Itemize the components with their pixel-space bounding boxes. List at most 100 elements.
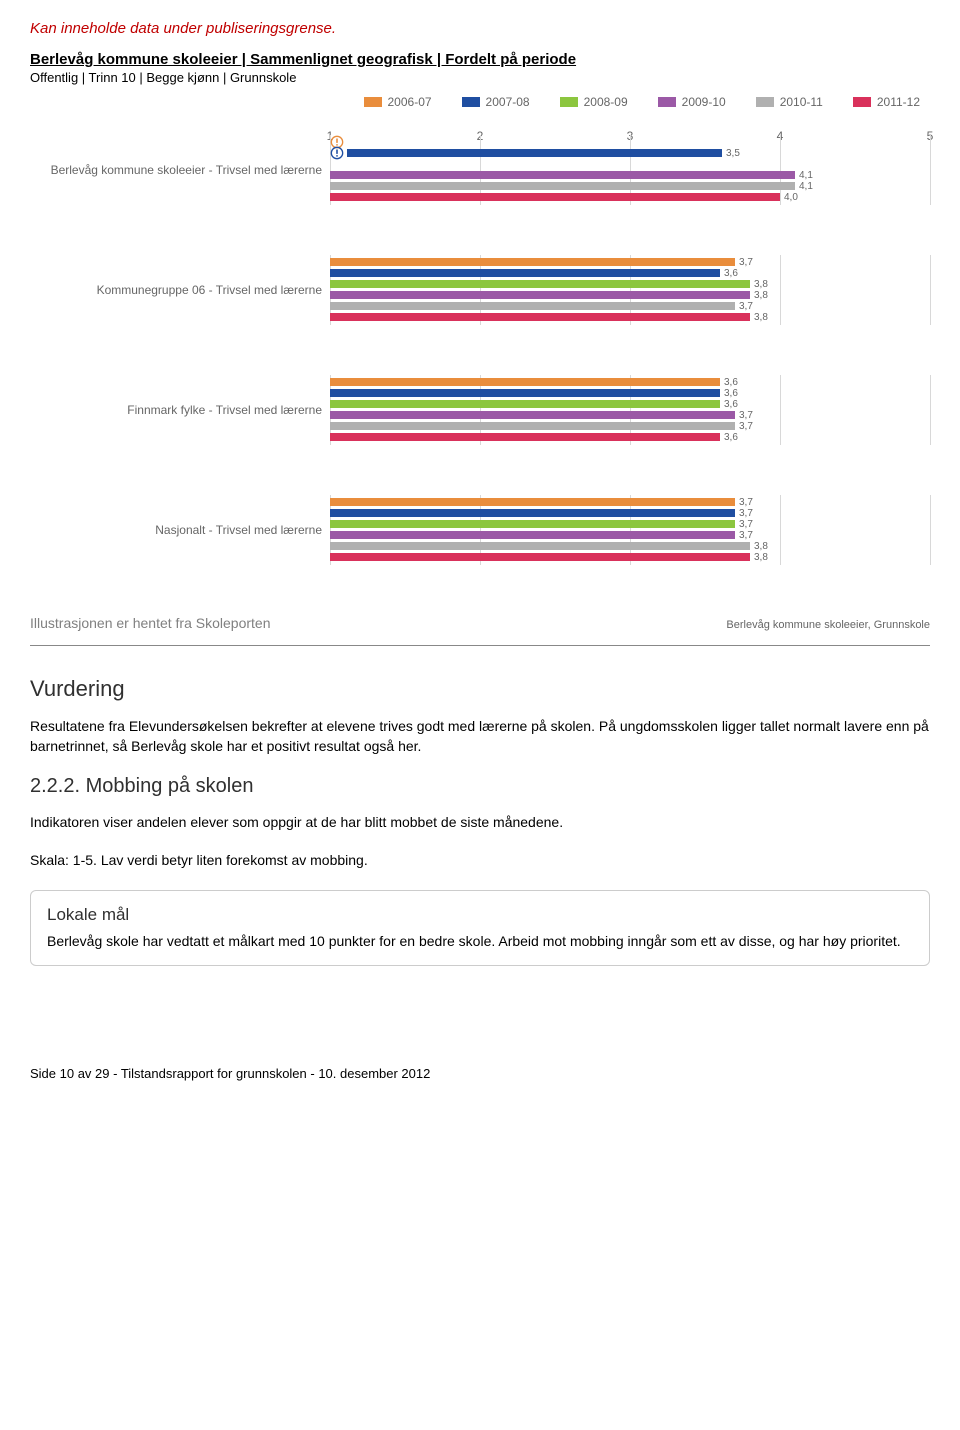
chart-group: Finnmark fylke - Trivsel med lærerne3,63… (30, 375, 930, 445)
group-label: Kommunegruppe 06 - Trivsel med lærerne (30, 255, 330, 325)
group-label: Berlevåg kommune skoleeier - Trivsel med… (30, 135, 330, 205)
mobbing-p1: Indikatoren viser andelen elever som opp… (30, 812, 930, 832)
legend-label: 2006-07 (388, 95, 432, 109)
bar-row: 3,7 (330, 508, 930, 518)
mobbing-heading: 2.2.2. Mobbing på skolen (30, 775, 930, 798)
bar (330, 171, 795, 179)
chart-title: Berlevåg kommune skoleeier | Sammenligne… (30, 51, 930, 68)
bar-row: 3,6 (330, 388, 930, 398)
legend-item: 2008-09 (560, 95, 628, 109)
bar-row: 3,6 (330, 377, 930, 387)
group-label: Nasjonalt - Trivsel med lærerne (30, 495, 330, 565)
bar-row: 3,6 (330, 399, 930, 409)
bar-value: 3,5 (726, 148, 740, 159)
chart-group: Kommunegruppe 06 - Trivsel med lærerne3,… (30, 255, 930, 325)
legend-swatch (364, 97, 382, 107)
caption-source: Illustrasjonen er hentet fra Skoleporten (30, 615, 270, 631)
vurdering-text: Resultatene fra Elevundersøkelsen bekref… (30, 716, 930, 757)
bar-value: 4,1 (799, 181, 813, 192)
bar-row: 4,0 (330, 192, 930, 202)
bar (330, 389, 720, 397)
bar (330, 258, 735, 266)
bar-row: 3,8 (330, 541, 930, 551)
bar (330, 531, 735, 539)
bar (330, 433, 720, 441)
bar (330, 498, 735, 506)
legend-item: 2010-11 (756, 95, 823, 109)
warning-icon (330, 146, 344, 160)
bar-value: 3,7 (739, 421, 753, 432)
bar (330, 542, 750, 550)
bar-value: 3,7 (739, 519, 753, 530)
bar (330, 520, 735, 528)
chart-group: Berlevåg kommune skoleeier - Trivsel med… (30, 135, 930, 205)
bar (330, 400, 720, 408)
bar-value: 3,7 (739, 410, 753, 421)
bar-value: 3,8 (754, 552, 768, 563)
bar (330, 269, 720, 277)
bar-row: 3,8 (330, 312, 930, 322)
bar (330, 313, 750, 321)
bars-column: 3,5 4,14,14,0 (330, 135, 930, 205)
legend-item: 2007-08 (462, 95, 530, 109)
legend-item: 2011-12 (853, 95, 920, 109)
legend-label: 2011-12 (877, 95, 920, 109)
bar-row: 3,7 (330, 257, 930, 267)
bar (330, 280, 750, 288)
chart-area: 12345 Berlevåg kommune skoleeier - Trivs… (30, 129, 930, 565)
bar-value: 3,8 (754, 312, 768, 323)
bars-column: 3,63,63,63,73,73,6 (330, 375, 930, 445)
bar-row: 3,7 (330, 497, 930, 507)
bar (330, 422, 735, 430)
legend-swatch (560, 97, 578, 107)
bar-value: 3,8 (754, 541, 768, 552)
legend-label: 2009-10 (682, 95, 726, 109)
chart-legend: 2006-07 2007-08 2008-09 2009-10 2010-11 2011-… (30, 95, 930, 109)
bar (330, 291, 750, 299)
legend-label: 2008-09 (584, 95, 628, 109)
bar-row: 3,5 (330, 148, 930, 158)
goals-box: Lokale mål Berlevåg skole har vedtatt et… (30, 890, 930, 966)
bar-row: 3,6 (330, 432, 930, 442)
bar-value: 3,6 (724, 432, 738, 443)
separator (30, 645, 930, 646)
legend-swatch (756, 97, 774, 107)
page-footer: Side 10 av 29 - Tilstandsrapport for gru… (30, 1066, 930, 1081)
bar-row (330, 159, 930, 169)
bar (330, 182, 795, 190)
bar (330, 302, 735, 310)
bar-value: 3,6 (724, 377, 738, 388)
bar-value: 3,7 (739, 257, 753, 268)
legend-swatch (462, 97, 480, 107)
bar (330, 509, 735, 517)
mobbing-p2: Skala: 1-5. Lav verdi betyr liten foreko… (30, 850, 930, 870)
bar-row: 3,7 (330, 519, 930, 529)
legend-swatch (658, 97, 676, 107)
bar-value: 3,7 (739, 497, 753, 508)
caption-owner: Berlevåg kommune skoleeier, Grunnskole (726, 619, 930, 631)
bar-row: 3,7 (330, 421, 930, 431)
publishing-notice: Kan inneholde data under publiseringsgre… (30, 20, 930, 37)
bar-value: 3,7 (739, 301, 753, 312)
bar-value: 3,8 (754, 279, 768, 290)
bar-value: 4,0 (784, 192, 798, 203)
goals-heading: Lokale mål (47, 905, 913, 925)
bar-value: 4,1 (799, 170, 813, 181)
bars-column: 3,73,73,73,73,83,8 (330, 495, 930, 565)
bar-row: 4,1 (330, 170, 930, 180)
chart-subtitle: Offentlig | Trinn 10 | Begge kjønn | Gru… (30, 70, 930, 85)
legend-item: 2006-07 (364, 95, 432, 109)
bar (330, 193, 780, 201)
chart-group: Nasjonalt - Trivsel med lærerne3,73,73,7… (30, 495, 930, 565)
bar-value: 3,8 (754, 290, 768, 301)
bar-value: 3,6 (724, 399, 738, 410)
legend-swatch (853, 97, 871, 107)
bar-row: 3,8 (330, 552, 930, 562)
bar-row: 3,6 (330, 268, 930, 278)
bar-value: 3,7 (739, 530, 753, 541)
legend-item: 2009-10 (658, 95, 726, 109)
bar-row: 3,7 (330, 301, 930, 311)
bar-row: 3,8 (330, 279, 930, 289)
bar-row: 3,7 (330, 530, 930, 540)
bar (330, 553, 750, 561)
